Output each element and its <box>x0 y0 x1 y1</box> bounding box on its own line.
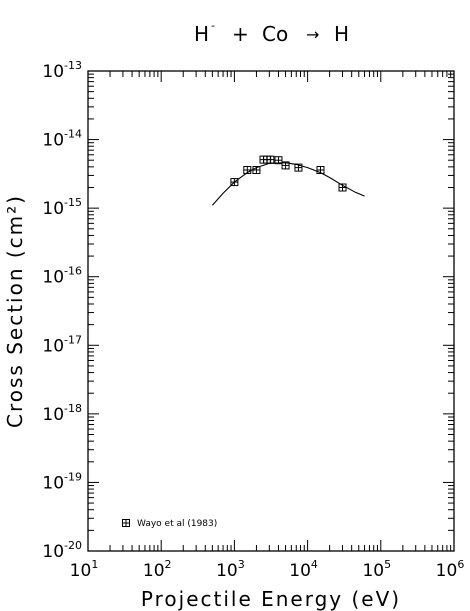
y-tick-label: 10-14 <box>42 128 82 151</box>
y-tick-label: 10-15 <box>42 196 82 219</box>
y-tick-label: 10-16 <box>42 265 82 288</box>
title-target: Co <box>262 22 288 46</box>
y-axis-label: Cross Section (cm²) <box>3 194 27 428</box>
x-tick-label: 105 <box>362 558 391 581</box>
fit-curve <box>211 162 365 206</box>
title-product: H <box>334 22 349 46</box>
y-tick-label: 10-17 <box>42 333 82 356</box>
data-series <box>211 155 365 206</box>
legend-label: Wayo et al (1983) <box>137 519 217 529</box>
x-tick-label: 101 <box>70 558 99 581</box>
x-tick-label: 106 <box>436 558 465 581</box>
y-tick-label: 10-18 <box>42 402 82 425</box>
y-tick-label: 10-13 <box>42 59 82 82</box>
x-axis-label: Projectile Energy (eV) <box>141 587 401 611</box>
x-tick-label: 103 <box>216 558 245 581</box>
title-plus: + <box>232 22 249 46</box>
y-tick-labels: 10-20 10-19 10-18 10-17 10-16 10-15 10-14 10-13 <box>42 59 82 562</box>
data-point <box>266 155 275 164</box>
title-projectile: H <box>194 22 209 46</box>
legend-marker <box>122 519 130 527</box>
x-tick-labels: 101 102 103 104 105 106 <box>70 558 465 581</box>
x-tick-label: 102 <box>143 558 172 581</box>
chart-title: H - + Co → H <box>194 19 349 46</box>
plot-frame <box>87 70 455 552</box>
y-tick-label: 10-20 <box>42 539 82 562</box>
x-tick-label: 104 <box>289 558 318 581</box>
y-tick-label: 10-19 <box>42 470 82 493</box>
legend: Wayo et al (1983) <box>122 519 217 529</box>
title-projectile-charge: - <box>211 19 215 32</box>
axis-ticks <box>87 71 454 552</box>
title-arrow: → <box>306 25 319 44</box>
